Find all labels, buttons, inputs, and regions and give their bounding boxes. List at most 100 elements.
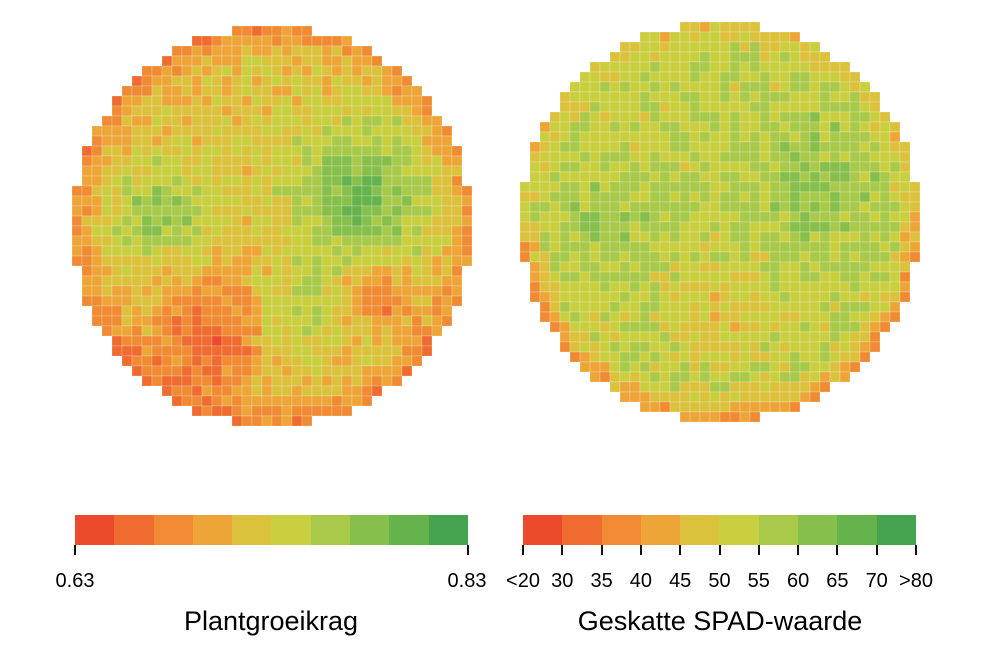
map-cell <box>381 215 393 227</box>
map-cell <box>311 255 323 267</box>
map-cell <box>241 315 253 327</box>
map-cell <box>769 31 781 43</box>
map-cell <box>201 75 213 87</box>
map-cell <box>529 151 541 163</box>
map-cell <box>699 291 711 303</box>
map-cell <box>549 261 561 273</box>
map-cell <box>859 271 871 283</box>
map-cell <box>669 231 681 243</box>
map-cell <box>789 91 801 103</box>
map-cell <box>589 71 601 83</box>
map-cell <box>441 225 453 237</box>
map-cell <box>589 351 601 363</box>
map-cell <box>719 191 731 203</box>
map-cell <box>461 235 473 247</box>
colorbar-tick-max <box>467 545 469 555</box>
map-cell <box>709 161 721 173</box>
map-cell <box>341 185 353 197</box>
map-cell <box>221 65 233 77</box>
map-cell <box>729 401 741 413</box>
map-cell <box>759 121 771 133</box>
map-cell <box>549 291 561 303</box>
map-cell <box>569 341 581 353</box>
map-cell <box>709 231 721 243</box>
map-cell <box>161 115 173 127</box>
map-cell <box>569 241 581 253</box>
map-cell <box>739 151 751 163</box>
map-cell <box>271 395 283 407</box>
map-cell <box>151 295 163 307</box>
map-cell <box>889 251 901 263</box>
map-cell <box>181 305 193 317</box>
map-cell <box>619 271 631 283</box>
map-cell <box>191 375 203 387</box>
map-cell <box>569 221 581 233</box>
map-cell <box>191 135 203 147</box>
map-cell <box>251 365 263 377</box>
map-cell <box>699 61 711 73</box>
map-cell <box>729 321 741 333</box>
map-cell <box>819 221 831 233</box>
map-cell <box>411 245 423 257</box>
map-cell <box>171 115 183 127</box>
map-cell <box>411 315 423 327</box>
map-cell <box>609 291 621 303</box>
map-cell <box>729 381 741 393</box>
map-cell <box>849 81 861 93</box>
map-cell <box>331 285 343 297</box>
map-cell <box>769 371 781 383</box>
map-cell <box>441 265 453 277</box>
map-cell <box>759 391 771 403</box>
map-cell <box>689 151 701 163</box>
map-cell <box>391 105 403 117</box>
map-cell <box>759 151 771 163</box>
map-cell <box>559 271 571 283</box>
map-cell <box>361 325 373 337</box>
map-cell <box>361 385 373 397</box>
map-cell <box>529 291 541 303</box>
map-cell <box>141 125 153 137</box>
map-cell <box>749 101 761 113</box>
map-cell <box>141 325 153 337</box>
map-cell <box>301 385 313 397</box>
map-cell <box>211 315 223 327</box>
map-cell <box>849 271 861 283</box>
map-cell <box>669 31 681 43</box>
map-cell <box>599 331 611 343</box>
map-cell <box>589 231 601 243</box>
map-cell <box>789 41 801 53</box>
map-cell <box>599 281 611 293</box>
map-cell <box>181 315 193 327</box>
map-cell <box>231 35 243 47</box>
map-cell <box>191 215 203 227</box>
map-cell <box>829 371 841 383</box>
map-cell <box>281 305 293 317</box>
map-cell <box>231 245 243 257</box>
map-cell <box>171 305 183 317</box>
map-cell <box>709 131 721 143</box>
map-cell <box>869 311 881 323</box>
map-cell <box>351 65 363 77</box>
map-cell <box>121 135 133 147</box>
map-cell <box>221 35 233 47</box>
map-cell <box>869 191 881 203</box>
map-cell <box>659 211 671 223</box>
map-cell <box>441 275 453 287</box>
map-cell <box>709 201 721 213</box>
map-cell <box>281 235 293 247</box>
map-cell <box>629 241 641 253</box>
map-cell <box>181 235 193 247</box>
map-cell <box>539 241 551 253</box>
map-cell <box>519 221 531 233</box>
map-cell <box>221 115 233 127</box>
map-cell <box>559 291 571 303</box>
map-cell <box>211 355 223 367</box>
map-cell <box>779 231 791 243</box>
map-cell <box>909 201 921 213</box>
map-cell <box>331 365 343 377</box>
map-cell <box>191 315 203 327</box>
map-cell <box>441 205 453 217</box>
map-cell <box>659 241 671 253</box>
map-cell <box>719 171 731 183</box>
map-cell <box>171 85 183 97</box>
